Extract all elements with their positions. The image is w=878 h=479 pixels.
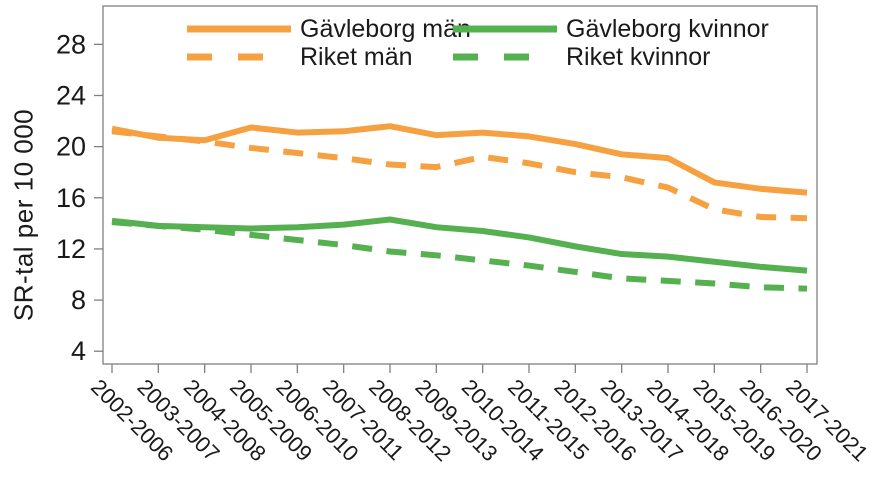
- legend-label: Gävleborg kvinnor: [566, 14, 769, 43]
- legend-item-g-vleborg-kvinnor: Gävleborg kvinnor: [453, 15, 769, 44]
- y-axis-title: SR-tal per 10 000: [8, 108, 39, 322]
- series-lines: [111, 123, 808, 292]
- legend-item-g-vleborg-m-n: Gävleborg män: [187, 15, 471, 44]
- legend: Gävleborg män Gävleborg kvinnor Riket män R…: [187, 15, 769, 71]
- y-tick-label: 24: [56, 81, 86, 111]
- legend-swatch-solid: [453, 25, 557, 33]
- y-axis-ticks: 4 8 12 16 20 24 28: [56, 29, 103, 366]
- series-line-riket-kvinnor: [111, 219, 808, 292]
- legend-item-riket-m-n: Riket män: [187, 43, 453, 72]
- x-axis-ticks: 2002-20062003-20072004-20082005-20092006…: [86, 364, 873, 466]
- legend-swatch-solid: [187, 25, 291, 33]
- legend-label: Gävleborg män: [300, 14, 471, 43]
- legend-label: Riket kvinnor: [566, 42, 711, 71]
- plot-frame: [102, 5, 818, 365]
- y-tick-label: 20: [56, 132, 86, 162]
- legend-swatch-dashed: [187, 53, 264, 61]
- y-tick-label: 4: [71, 336, 86, 366]
- series-line-g-vleborg-kvinnor: [111, 216, 808, 274]
- y-tick-label: 12: [56, 234, 86, 264]
- y-tick-label: 16: [56, 183, 86, 213]
- legend-swatch-dashed: [453, 53, 530, 61]
- y-tick-label: 28: [56, 29, 86, 59]
- legend-item-riket-kvinnor: Riket kvinnor: [453, 43, 769, 72]
- series-line-riket-m-n: [111, 128, 808, 222]
- legend-label: Riket män: [300, 42, 413, 71]
- series-line-g-vleborg-m-n: [111, 123, 808, 196]
- y-tick-label: 8: [71, 285, 86, 315]
